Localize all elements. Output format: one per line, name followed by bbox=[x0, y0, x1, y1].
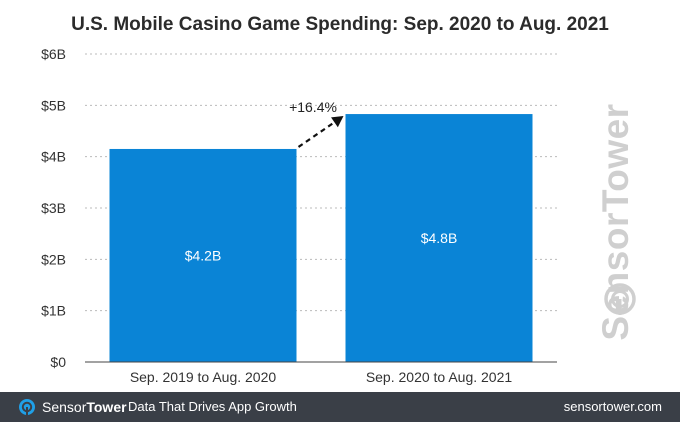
bar bbox=[345, 114, 533, 362]
y-tick-label: $2B bbox=[41, 251, 66, 267]
bar-value-label: $4.8B bbox=[421, 230, 458, 246]
y-tick-label: $3B bbox=[41, 200, 66, 216]
y-tick-label: $6B bbox=[41, 46, 66, 62]
y-tick-label: $5B bbox=[41, 97, 66, 113]
x-tick-label: Sep. 2019 to Aug. 2020 bbox=[130, 369, 277, 385]
grid-lines bbox=[85, 53, 557, 312]
sensortower-footer-logo-icon bbox=[19, 399, 35, 416]
footer-url-link[interactable]: sensortower.com bbox=[563, 399, 662, 414]
bar-chart: $0 $1B $2B $3B $4B $5B $6B $4.2B $4.8B Sep. 201… bbox=[41, 46, 557, 385]
y-axis-ticks: $0 $1B $2B $3B $4B $5B $6B bbox=[41, 46, 66, 370]
x-axis-ticks: Sep. 2019 to Aug. 2020 Sep. 2020 to Aug. … bbox=[130, 369, 513, 385]
bar-value-label: $4.2B bbox=[185, 247, 222, 263]
growth-annotation-label: +16.4% bbox=[289, 99, 337, 115]
growth-annotation: +16.4% bbox=[289, 99, 344, 148]
y-tick-label: $1B bbox=[41, 303, 66, 319]
footer-brand-sensor: Sensor bbox=[42, 399, 87, 415]
footer-brand: SensorTower bbox=[42, 399, 127, 415]
footer-brand-tower: Tower bbox=[86, 399, 127, 415]
growth-arrow-head bbox=[331, 116, 344, 128]
footer-tagline: Data That Drives App Growth bbox=[128, 399, 297, 414]
footer-bar: SensorTower Data That Drives App Growth … bbox=[0, 392, 680, 422]
growth-arrow bbox=[297, 121, 336, 148]
y-tick-label: $0 bbox=[50, 354, 66, 370]
sensortower-logo-icon bbox=[604, 283, 636, 315]
chart-title: U.S. Mobile Casino Game Spending: Sep. 2… bbox=[71, 14, 609, 35]
x-tick-label: Sep. 2020 to Aug. 2021 bbox=[366, 369, 513, 385]
bar bbox=[109, 148, 297, 362]
bars: $4.2B $4.8B bbox=[109, 114, 533, 362]
y-tick-label: $4B bbox=[41, 149, 66, 165]
sensortower-watermark: SensorTower bbox=[556, 70, 676, 370]
